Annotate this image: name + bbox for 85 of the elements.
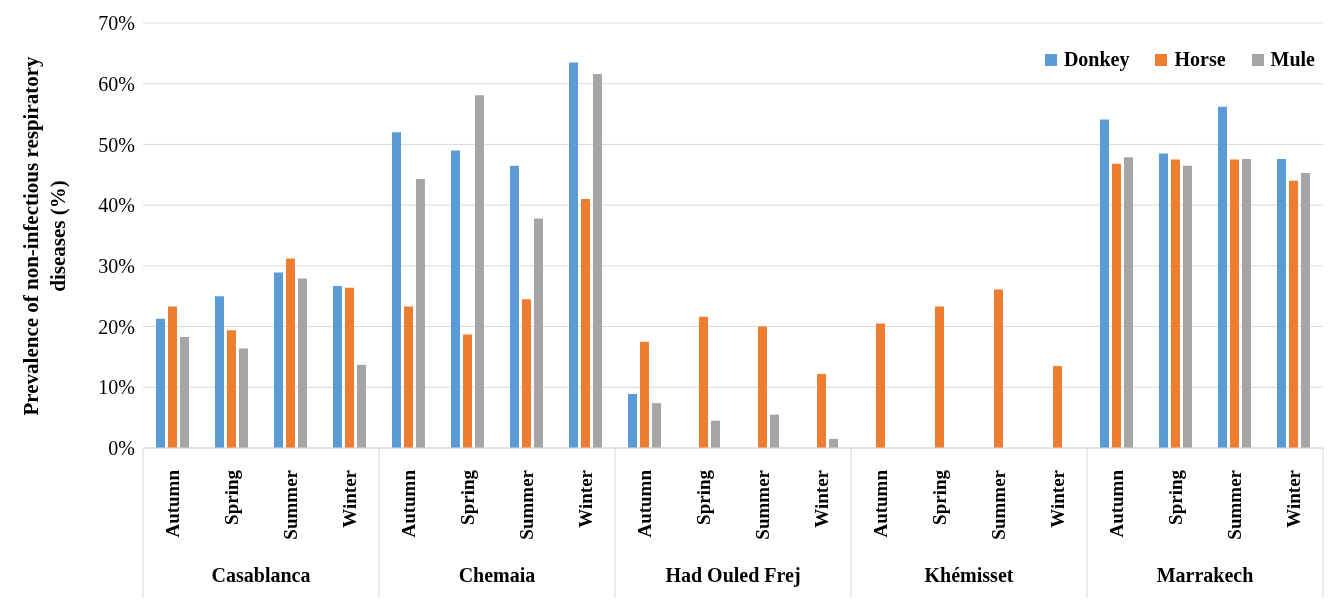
bar bbox=[474, 95, 484, 448]
bar bbox=[580, 199, 590, 448]
x-tick-label: Winter bbox=[1283, 469, 1304, 528]
x-tick-label: Summer bbox=[1224, 469, 1245, 540]
bar bbox=[179, 336, 189, 448]
bar bbox=[627, 393, 637, 448]
text: Khémisset bbox=[923, 564, 1015, 587]
bar bbox=[415, 179, 425, 448]
bar bbox=[769, 414, 779, 448]
bar bbox=[1241, 159, 1251, 448]
x-tick-label: Spring bbox=[1165, 469, 1186, 525]
legend-label: Mule bbox=[1270, 48, 1315, 71]
x-tick-label: Autumn bbox=[870, 469, 891, 538]
bar bbox=[934, 306, 944, 448]
bar bbox=[297, 278, 307, 448]
y-tick-label: 60% bbox=[98, 72, 135, 95]
bar bbox=[285, 258, 295, 448]
y-tick-label: 10% bbox=[98, 376, 135, 399]
bar bbox=[875, 323, 885, 448]
bar bbox=[816, 373, 826, 448]
bar bbox=[1276, 159, 1286, 448]
bar bbox=[521, 299, 531, 448]
bar bbox=[651, 403, 661, 448]
bar bbox=[568, 62, 578, 448]
x-tick-label: Winter bbox=[575, 469, 596, 528]
bar bbox=[214, 296, 224, 448]
x-tick-label: Spring bbox=[221, 469, 242, 525]
bar bbox=[1052, 366, 1062, 448]
bar bbox=[592, 74, 602, 448]
text: Chemaia bbox=[457, 564, 537, 587]
bar bbox=[1099, 119, 1109, 448]
bar bbox=[167, 306, 177, 448]
x-tick-label: Spring bbox=[457, 469, 478, 525]
bar bbox=[462, 334, 472, 448]
bar bbox=[391, 132, 401, 448]
x-tick-label: Autumn bbox=[162, 469, 183, 538]
bar bbox=[450, 150, 460, 448]
legend-label: Donkey bbox=[1063, 48, 1130, 71]
x-tick-label: Summer bbox=[516, 469, 537, 540]
bar bbox=[1288, 180, 1298, 448]
bar bbox=[238, 348, 248, 448]
y-tick-label: 30% bbox=[98, 254, 135, 277]
bar bbox=[226, 330, 236, 448]
legend-label: Horse bbox=[1174, 48, 1226, 71]
y-tick-label: 50% bbox=[98, 133, 135, 156]
bar bbox=[332, 285, 342, 448]
y-tick-label: 70% bbox=[98, 12, 135, 35]
x-tick-label: Summer bbox=[280, 469, 301, 540]
bar bbox=[356, 364, 366, 448]
bar bbox=[1123, 157, 1133, 448]
bar bbox=[509, 165, 519, 448]
bar bbox=[403, 306, 413, 448]
bar bbox=[1300, 172, 1310, 448]
x-tick-label: Winter bbox=[811, 469, 832, 528]
x-tick-label: Spring bbox=[929, 469, 950, 525]
bar bbox=[1217, 106, 1227, 448]
bar bbox=[1158, 153, 1168, 448]
x-tick-label: Autumn bbox=[634, 469, 655, 538]
bar bbox=[155, 318, 165, 448]
y-axis-title: Prevalence of non-infectious respiratory diseases (%) bbox=[17, 54, 71, 418]
y-tick-label: 0% bbox=[108, 437, 135, 460]
bar bbox=[639, 341, 649, 448]
bar bbox=[1229, 159, 1239, 448]
bar bbox=[757, 326, 767, 448]
bar bbox=[1182, 165, 1192, 448]
bar bbox=[993, 289, 1003, 448]
x-tick-label: Autumn bbox=[1106, 469, 1127, 538]
text: Had Ouled Frej bbox=[664, 564, 802, 587]
bar bbox=[1111, 163, 1121, 448]
x-tick-label: Summer bbox=[988, 469, 1009, 540]
x-tick-label: Winter bbox=[339, 469, 360, 528]
bar bbox=[1170, 159, 1180, 448]
bar bbox=[533, 218, 543, 448]
x-tick-label: Summer bbox=[752, 469, 773, 540]
bar bbox=[344, 287, 354, 448]
bar bbox=[698, 316, 708, 448]
y-tick-label: 40% bbox=[98, 194, 135, 217]
y-tick-label: 20% bbox=[98, 315, 135, 338]
x-tick-label: Autumn bbox=[398, 469, 419, 538]
text: Casablanca bbox=[210, 564, 312, 587]
bar bbox=[273, 272, 283, 448]
bar bbox=[710, 420, 720, 448]
x-tick-label: Winter bbox=[1047, 469, 1068, 528]
text: Marrakech bbox=[1155, 564, 1255, 587]
x-tick-label: Spring bbox=[693, 469, 714, 525]
